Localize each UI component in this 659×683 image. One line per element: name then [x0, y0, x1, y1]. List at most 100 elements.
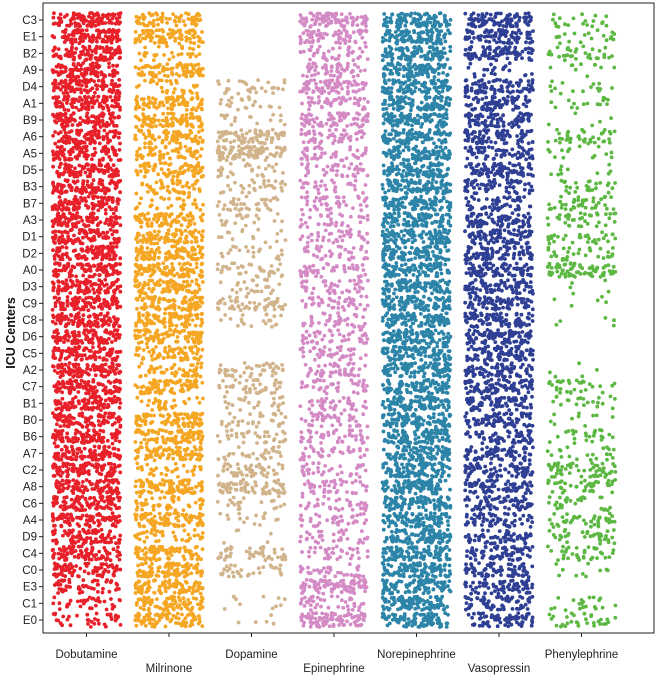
- point: [89, 539, 94, 544]
- point: [149, 247, 154, 252]
- point: [109, 46, 114, 51]
- point: [164, 79, 169, 83]
- point: [197, 230, 201, 235]
- point: [135, 172, 140, 177]
- point: [148, 257, 152, 261]
- point: [181, 89, 186, 94]
- point: [55, 314, 60, 319]
- point: [111, 471, 115, 476]
- point: [52, 595, 57, 600]
- point: [90, 114, 94, 119]
- point: [76, 421, 81, 426]
- point: [133, 114, 138, 119]
- point: [134, 125, 139, 129]
- point: [146, 28, 151, 33]
- point: [110, 120, 115, 125]
- point: [94, 485, 98, 490]
- point: [51, 466, 56, 470]
- data-points: [50, 11, 618, 629]
- point: [157, 102, 162, 107]
- point: [61, 533, 65, 538]
- point: [87, 319, 92, 324]
- point: [164, 137, 169, 142]
- point: [136, 341, 141, 345]
- point: [102, 516, 107, 521]
- point: [148, 124, 153, 129]
- point: [180, 184, 185, 189]
- point: [96, 394, 101, 399]
- point: [134, 97, 138, 102]
- point: [160, 290, 165, 295]
- point: [157, 212, 161, 217]
- point: [86, 287, 91, 291]
- point: [133, 65, 138, 70]
- point: [112, 52, 117, 57]
- point: [175, 252, 180, 257]
- point: [193, 294, 198, 299]
- point: [108, 612, 113, 617]
- point: [95, 87, 99, 91]
- point: [63, 462, 68, 466]
- point: [75, 201, 80, 206]
- point: [55, 422, 59, 427]
- point: [101, 97, 106, 102]
- point: [70, 352, 75, 357]
- point: [76, 533, 81, 538]
- point: [82, 197, 87, 202]
- point: [84, 148, 89, 153]
- point: [69, 37, 73, 42]
- point: [64, 448, 69, 453]
- point: [138, 169, 143, 174]
- point: [75, 354, 80, 359]
- point: [107, 174, 112, 179]
- point: [169, 238, 174, 243]
- point: [184, 318, 189, 322]
- point: [52, 11, 56, 16]
- point: [60, 245, 65, 249]
- point: [189, 240, 194, 244]
- point: [87, 595, 92, 600]
- point: [115, 286, 120, 291]
- point: [110, 281, 115, 285]
- point: [51, 555, 56, 560]
- point: [197, 39, 202, 44]
- point: [115, 300, 120, 304]
- point: [51, 88, 56, 93]
- point: [197, 169, 202, 174]
- point: [170, 265, 175, 270]
- point: [189, 97, 194, 102]
- point: [80, 289, 84, 293]
- point: [100, 87, 105, 92]
- point: [106, 235, 111, 240]
- point: [77, 231, 82, 236]
- point: [185, 314, 189, 318]
- point: [100, 590, 105, 595]
- point: [160, 213, 165, 218]
- point: [90, 546, 95, 551]
- point: [93, 72, 98, 77]
- point: [63, 111, 68, 116]
- point: [51, 612, 56, 616]
- point: [117, 498, 121, 503]
- point: [82, 331, 86, 335]
- point: [82, 400, 86, 404]
- point: [88, 174, 92, 179]
- point: [175, 335, 180, 339]
- point: [161, 171, 166, 176]
- point: [56, 183, 60, 188]
- point: [141, 29, 145, 33]
- point: [199, 323, 203, 328]
- point: [87, 449, 92, 453]
- point: [113, 328, 117, 333]
- point: [138, 153, 143, 158]
- point: [81, 384, 86, 389]
- point: [153, 118, 158, 123]
- point: [88, 438, 93, 443]
- point: [100, 562, 105, 566]
- point: [112, 446, 117, 451]
- point: [88, 168, 92, 173]
- point: [108, 489, 113, 493]
- point: [56, 406, 61, 411]
- point: [62, 94, 67, 99]
- point: [78, 95, 82, 100]
